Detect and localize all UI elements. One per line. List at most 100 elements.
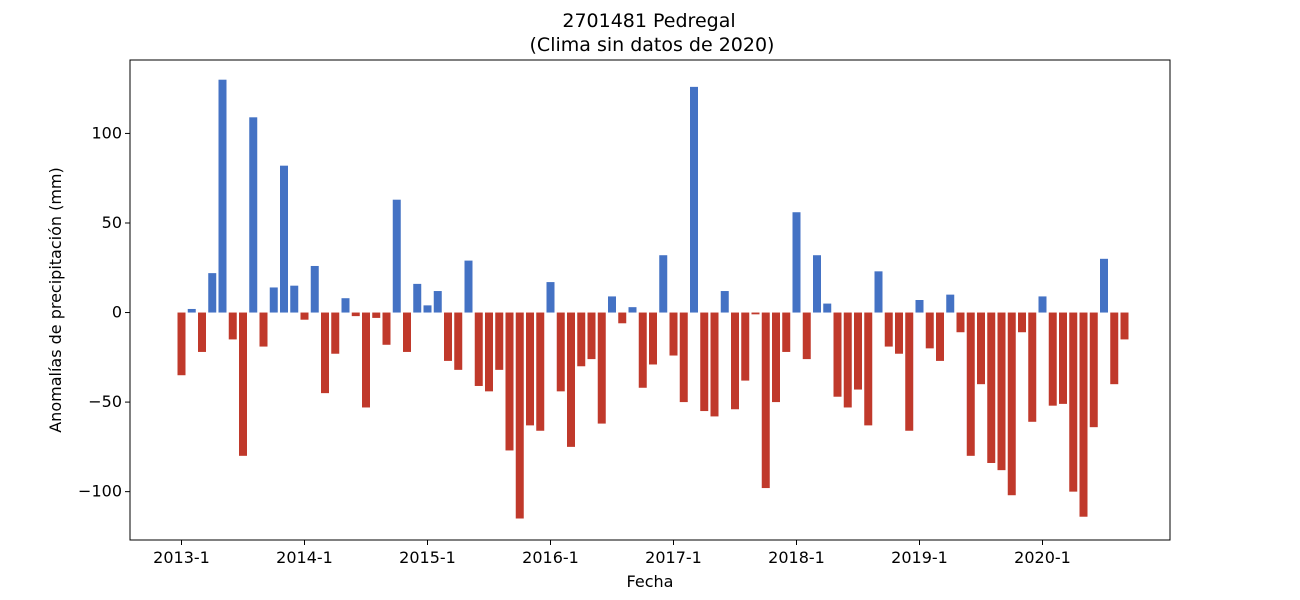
bar: [464, 260, 473, 313]
bar: [567, 312, 575, 447]
bars-group: [177, 79, 1129, 519]
bar: [1018, 312, 1026, 333]
bar: [751, 312, 760, 315]
y-tick-label: 100: [91, 123, 122, 142]
bar: [444, 312, 452, 361]
bar: [239, 312, 247, 456]
x-tick-label: 2019-1: [891, 548, 948, 567]
y-tick-label: 50: [102, 213, 122, 232]
bar: [915, 300, 924, 313]
bar: [331, 312, 340, 354]
bar: [1007, 312, 1016, 496]
bar: [782, 312, 791, 352]
bar: [321, 312, 329, 394]
x-tick-label: 2016-1: [522, 548, 579, 567]
bar: [259, 312, 268, 347]
bar: [843, 312, 852, 408]
y-axis-label: Anomalías de precipitación (mm): [46, 167, 65, 433]
bar: [413, 283, 422, 313]
bar: [823, 303, 832, 313]
bar: [362, 312, 370, 408]
bar: [854, 312, 862, 390]
bar: [1069, 312, 1078, 492]
bar: [505, 312, 514, 451]
bar: [813, 255, 821, 313]
bar: [587, 312, 596, 360]
bar: [310, 265, 319, 313]
bar: [1028, 312, 1037, 422]
bar: [741, 312, 750, 381]
bar: [792, 212, 801, 313]
bar: [925, 312, 934, 349]
bar: [1089, 312, 1098, 428]
bar: [720, 291, 729, 313]
bar: [905, 312, 914, 431]
bar: [1048, 312, 1057, 406]
bar: [228, 312, 237, 340]
bar: [177, 312, 186, 376]
bar: [864, 312, 873, 426]
bar: [884, 312, 893, 347]
bar: [833, 312, 842, 397]
bar: [659, 255, 668, 313]
y-tick-label: −100: [78, 482, 122, 501]
bar: [977, 312, 985, 385]
bar: [895, 312, 903, 354]
bar: [690, 86, 698, 313]
chart-subtitle: (Clima sin datos de 2020): [530, 34, 775, 56]
bar: [669, 312, 678, 356]
bar: [772, 312, 780, 403]
bar: [1100, 258, 1108, 313]
y-axis: −100 −50 0 50 100: [78, 123, 130, 501]
x-axis: 2013-1 2014-1 2015-1 2016-1 2017-1 2018-1 2019…: [153, 540, 1071, 567]
bar: [423, 305, 432, 313]
bar: [556, 312, 565, 392]
bar: [946, 294, 955, 313]
bar: [700, 312, 709, 412]
x-axis-label: Fecha: [627, 572, 674, 591]
bar: [485, 312, 493, 392]
bar: [536, 312, 545, 431]
bar: [187, 308, 196, 313]
x-tick-label: 2020-1: [1014, 548, 1071, 567]
bar: [290, 285, 299, 313]
bar: [208, 273, 217, 313]
bar: [249, 117, 258, 313]
bar: [679, 312, 688, 403]
bar: [341, 298, 350, 313]
bar: [1120, 312, 1129, 340]
y-tick-label: 0: [112, 303, 122, 322]
bar: [392, 199, 401, 313]
bar: [987, 312, 996, 463]
bar: [372, 312, 381, 318]
bar: [495, 312, 504, 370]
bar: [526, 312, 534, 426]
y-tick-label: −50: [88, 392, 122, 411]
bar: [546, 282, 555, 313]
bar: [731, 312, 739, 410]
bar: [300, 312, 309, 320]
x-tick-label: 2017-1: [645, 548, 702, 567]
bar: [382, 312, 391, 345]
bar: [1079, 312, 1088, 517]
bar: [802, 312, 811, 360]
bar: [454, 312, 463, 370]
bar: [403, 312, 411, 352]
bar: [474, 312, 483, 386]
bar: [433, 291, 442, 313]
bar: [269, 287, 278, 313]
bar: [280, 165, 288, 313]
bar: [710, 312, 719, 417]
bar: [761, 312, 770, 489]
bar: [577, 312, 586, 367]
bar: [1038, 296, 1047, 313]
bar: [351, 312, 360, 317]
bar: [966, 312, 975, 456]
bar: [618, 312, 627, 324]
plot-frame: [129, 59, 1171, 541]
bar: [649, 312, 657, 365]
bar: [638, 312, 647, 388]
bar: [198, 312, 206, 352]
bar: [956, 312, 965, 333]
